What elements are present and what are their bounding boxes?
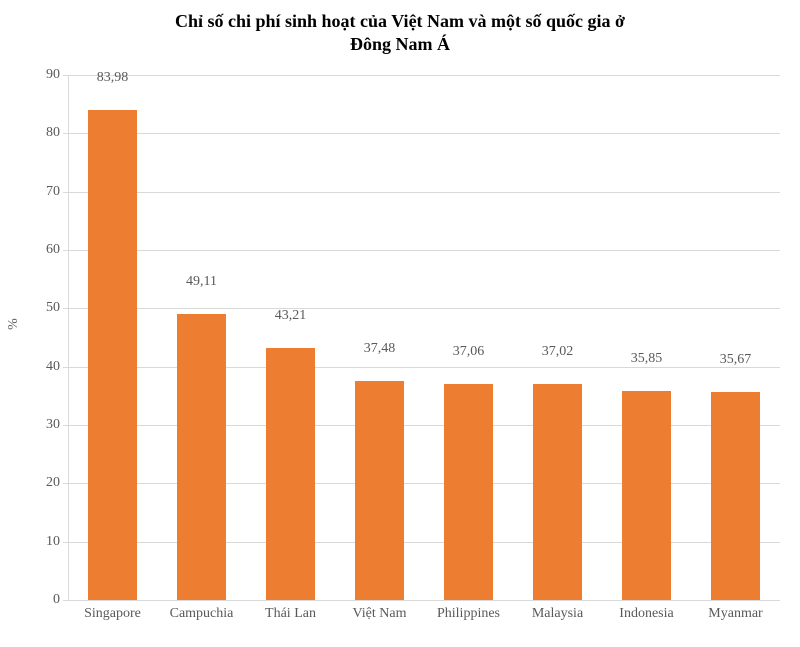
bar-slot: 37,02Malaysia [513, 75, 602, 600]
bar [622, 391, 671, 600]
bar [444, 384, 493, 600]
bar [88, 110, 137, 600]
y-tick-label: 40 [46, 359, 68, 375]
bar-value-label: 35,85 [631, 351, 663, 371]
bar [177, 314, 226, 600]
bar [355, 381, 404, 600]
x-tick-label: Việt Nam [353, 600, 407, 622]
y-axis-label: % [6, 318, 22, 330]
x-tick-label: Singapore [84, 600, 141, 622]
x-tick-label: Thái Lan [265, 600, 316, 622]
y-tick-label: 20 [46, 475, 68, 491]
y-tick-label: 60 [46, 242, 68, 258]
y-tick-label: 80 [46, 125, 68, 141]
x-tick-label: Myanmar [708, 600, 762, 622]
bar-slot: 35,85Indonesia [602, 75, 691, 600]
y-tick-label: 50 [46, 300, 68, 316]
bar-slot: 83,98Singapore [68, 75, 157, 600]
plot-area: 0102030405060708090 83,98Singapore49,11C… [68, 75, 780, 600]
bar-slot: 43,21Thái Lan [246, 75, 335, 600]
y-tick-label: 30 [46, 417, 68, 433]
chart-container: Chỉ số chi phí sinh hoạt của Việt Nam và… [0, 0, 800, 647]
y-tick-label: 10 [46, 534, 68, 550]
bar-slot: 49,11Campuchia [157, 75, 246, 600]
bar-slot: 35,67Myanmar [691, 75, 780, 600]
bar [711, 392, 760, 600]
bar-value-label: 37,48 [364, 341, 396, 361]
chart-title: Chỉ số chi phí sinh hoạt của Việt Nam và… [0, 10, 800, 57]
y-tick-label: 90 [46, 67, 68, 83]
bar-value-label: 43,21 [275, 308, 307, 328]
bar [266, 348, 315, 600]
y-tick-label: 0 [53, 592, 68, 608]
bar-slot: 37,06Philippines [424, 75, 513, 600]
chart-title-line2: Đông Nam Á [350, 34, 450, 54]
bar-value-label: 37,02 [542, 344, 574, 364]
x-tick-label: Indonesia [619, 600, 673, 622]
x-tick-label: Campuchia [170, 600, 234, 622]
y-tick-label: 70 [46, 184, 68, 200]
bar-value-label: 83,98 [97, 70, 129, 90]
bar-value-label: 49,11 [186, 274, 217, 294]
x-tick-label: Philippines [437, 600, 500, 622]
bars-layer: 83,98Singapore49,11Campuchia43,21Thái La… [68, 75, 780, 600]
bar-value-label: 37,06 [453, 344, 485, 364]
bar [533, 384, 582, 600]
bar-slot: 37,48Việt Nam [335, 75, 424, 600]
bar-value-label: 35,67 [720, 352, 752, 372]
chart-title-line1: Chỉ số chi phí sinh hoạt của Việt Nam và… [175, 11, 625, 31]
x-tick-label: Malaysia [532, 600, 583, 622]
